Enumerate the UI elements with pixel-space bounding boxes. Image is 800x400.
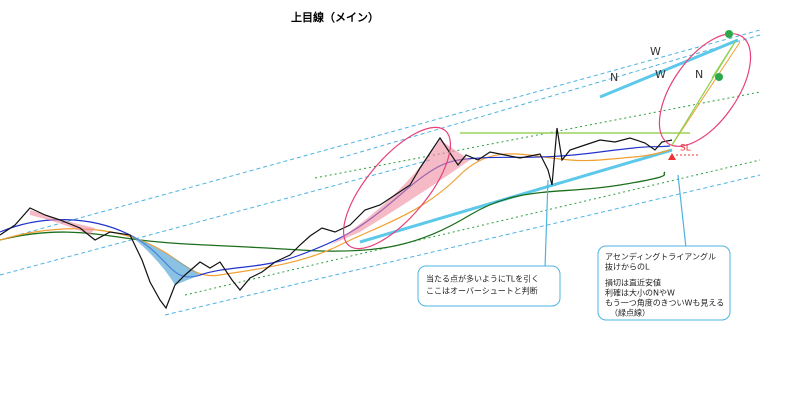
cloud-fill [130,235,200,285]
callout-text: 当たる点が多いようにTLを引く [426,274,539,284]
title: 上目線（メイン） [291,10,379,24]
entry-arrow [668,153,676,160]
wave-label: N [610,71,618,84]
check-icon [725,30,733,38]
wave-label: W [650,45,661,58]
callout-box [597,245,731,321]
callout-box [417,265,561,307]
callout-text: 利確は大小のNやW [605,288,675,298]
cloud-fill [330,140,470,245]
wave-label: W [655,68,666,81]
callout-text: もう一つ角度のきついWも見える [605,298,724,308]
check-icon [715,73,723,81]
callout-pointer [544,179,549,269]
green-dotted-lines [184,91,761,296]
channel-lines [0,29,761,316]
callout-text: 抜けからのL [605,262,650,272]
highlight-ellipse [658,33,752,147]
callout-text: 損切は直近安値 [605,278,661,288]
ma-long [0,171,666,252]
projection-line [671,41,736,146]
wave-label: N [695,68,703,81]
sl-label: SL [680,144,691,154]
callout-pointer [677,174,687,249]
callout-text: アセンディングトライアングル [605,252,716,262]
callout-text: （緑点線） [610,308,650,318]
target-line [599,38,739,99]
callout-text: ここはオーバーシュートと判断 [426,286,538,296]
cloud-fill [30,210,95,235]
highlight-ellipse [342,126,452,250]
projection-line [671,41,741,146]
price-line [0,127,673,310]
